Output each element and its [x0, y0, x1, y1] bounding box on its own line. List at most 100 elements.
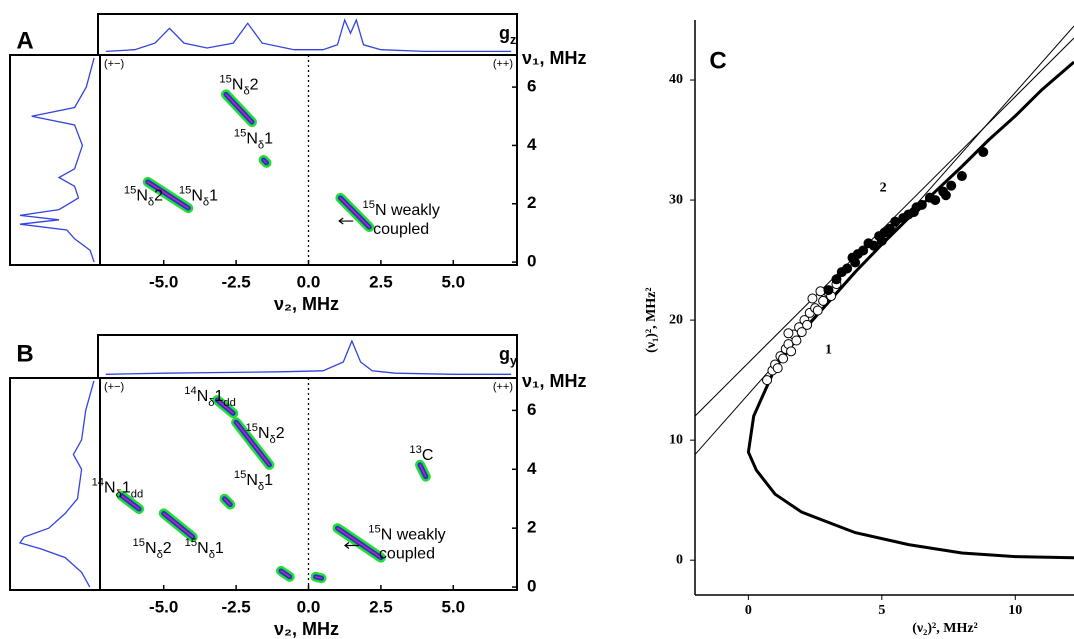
- x-tick-label: 0: [745, 603, 752, 618]
- data-point: [786, 346, 797, 357]
- x-tick-label: -2.5: [221, 272, 250, 291]
- ridge-inner: [223, 497, 232, 506]
- data-point: [908, 207, 919, 218]
- data-point: [783, 328, 794, 339]
- y-tick-label: 0: [527, 252, 536, 271]
- left-projection: [18, 380, 95, 588]
- data-point: [815, 286, 826, 297]
- label-part: dd: [223, 397, 235, 409]
- label-part: N: [197, 388, 209, 405]
- data-point: [772, 363, 783, 374]
- y-tick-label: 6: [527, 77, 536, 96]
- label-part: 15: [234, 128, 246, 140]
- label-part: N: [191, 188, 203, 205]
- ridge-inner: [314, 576, 323, 579]
- y-tick-label: 0: [527, 577, 536, 596]
- left-projection: [19, 57, 95, 263]
- y-tick-label: 20: [669, 312, 683, 327]
- ridge-inner: [280, 570, 291, 578]
- annotation: 14Nδ1dd: [184, 385, 236, 409]
- label-part: 1: [215, 540, 224, 557]
- label-part: N weakly: [381, 527, 446, 544]
- arrow: [338, 217, 354, 225]
- ridge-inner: [216, 399, 234, 415]
- label-part: 15: [368, 523, 380, 535]
- ridge-inner: [339, 197, 371, 228]
- projection-label: gz: [499, 23, 516, 48]
- x-tick-label: -5.0: [149, 597, 178, 616]
- ridge-inner: [419, 464, 427, 478]
- label-part: δ: [270, 434, 276, 446]
- x-tick-label: 5: [878, 603, 885, 618]
- annotation: 15Nδ1: [234, 128, 273, 152]
- data-point: [940, 190, 951, 201]
- y-tick-label: 2: [527, 193, 536, 212]
- annotation: coupled: [373, 221, 429, 238]
- annotation: 15Nδ2: [133, 537, 172, 561]
- y-tick-label: 2: [527, 518, 536, 537]
- x-tick-label: 5.0: [441, 272, 465, 291]
- data-point: [884, 223, 895, 234]
- x-tick-label: 2.5: [369, 272, 393, 291]
- label-part: δ: [258, 140, 264, 152]
- panel-letter: A: [16, 27, 33, 54]
- data-point: [868, 240, 879, 251]
- annotation: 15Nδ2: [219, 74, 258, 98]
- label-part: 15: [179, 184, 191, 196]
- x-tick-label: 0.0: [297, 272, 321, 291]
- data-point: [916, 199, 927, 210]
- plot-area: [695, 25, 1074, 560]
- label-part: y: [510, 354, 517, 368]
- panel-letter: B: [16, 340, 33, 367]
- label-part: 14: [184, 385, 196, 397]
- series-label: 2: [880, 180, 887, 195]
- y-axis-label: (ν₁)², MHz²: [644, 287, 659, 353]
- arrow: [343, 542, 359, 550]
- data-point: [762, 375, 773, 386]
- x-axis-label: ν₂, MHz: [274, 619, 339, 639]
- data-point: [876, 235, 887, 246]
- label-part: N: [197, 540, 209, 557]
- top-projection: [105, 18, 512, 53]
- label-part: g: [499, 344, 510, 364]
- data-point: [890, 216, 901, 227]
- annotation: 15Nδ2: [245, 422, 284, 446]
- x-tick-label: -5.0: [149, 272, 178, 291]
- panel-letter: C: [709, 47, 726, 74]
- label-part: δ: [157, 549, 163, 561]
- data-point: [796, 327, 807, 338]
- x-tick-label: -2.5: [221, 597, 250, 616]
- label-part: 15: [133, 537, 145, 549]
- annotation: 14Nδ1dd: [92, 476, 144, 500]
- label-part: N weakly: [375, 202, 440, 219]
- label-part: N: [258, 425, 270, 442]
- label-part: 15: [219, 74, 231, 86]
- annotation: 15Nδ1: [179, 184, 218, 208]
- ridge-inner: [336, 527, 382, 559]
- data-point: [791, 335, 802, 346]
- label-part: 1: [209, 188, 218, 205]
- label-part: 14: [92, 476, 104, 488]
- x-axis-label: (ν₂)², MHz²: [912, 621, 978, 636]
- label-part: N: [232, 77, 244, 94]
- label-part: g: [499, 23, 510, 43]
- label-part: 1: [264, 131, 273, 148]
- quadrant-label: (+−): [104, 58, 124, 70]
- ridge-inner: [262, 159, 268, 164]
- label-part: 2: [276, 425, 285, 442]
- label-part: δ: [258, 481, 264, 493]
- label-part: N: [246, 472, 258, 489]
- data-point: [807, 293, 818, 304]
- y-tick-label: 4: [527, 135, 537, 154]
- y-axis-label: ν₁, MHz: [522, 371, 586, 391]
- y-tick-label: 10: [669, 432, 683, 447]
- label-part: C: [422, 447, 434, 464]
- data-point: [978, 147, 989, 158]
- quadrant-label: (+−): [104, 381, 124, 393]
- annotation: 15N weakly: [368, 523, 445, 543]
- x-tick-label: 0.0: [297, 597, 321, 616]
- x-tick-label: 10: [1008, 603, 1022, 618]
- y-tick-label: 40: [669, 72, 683, 87]
- label-part: 13: [409, 444, 421, 456]
- label-part: 15: [362, 199, 374, 211]
